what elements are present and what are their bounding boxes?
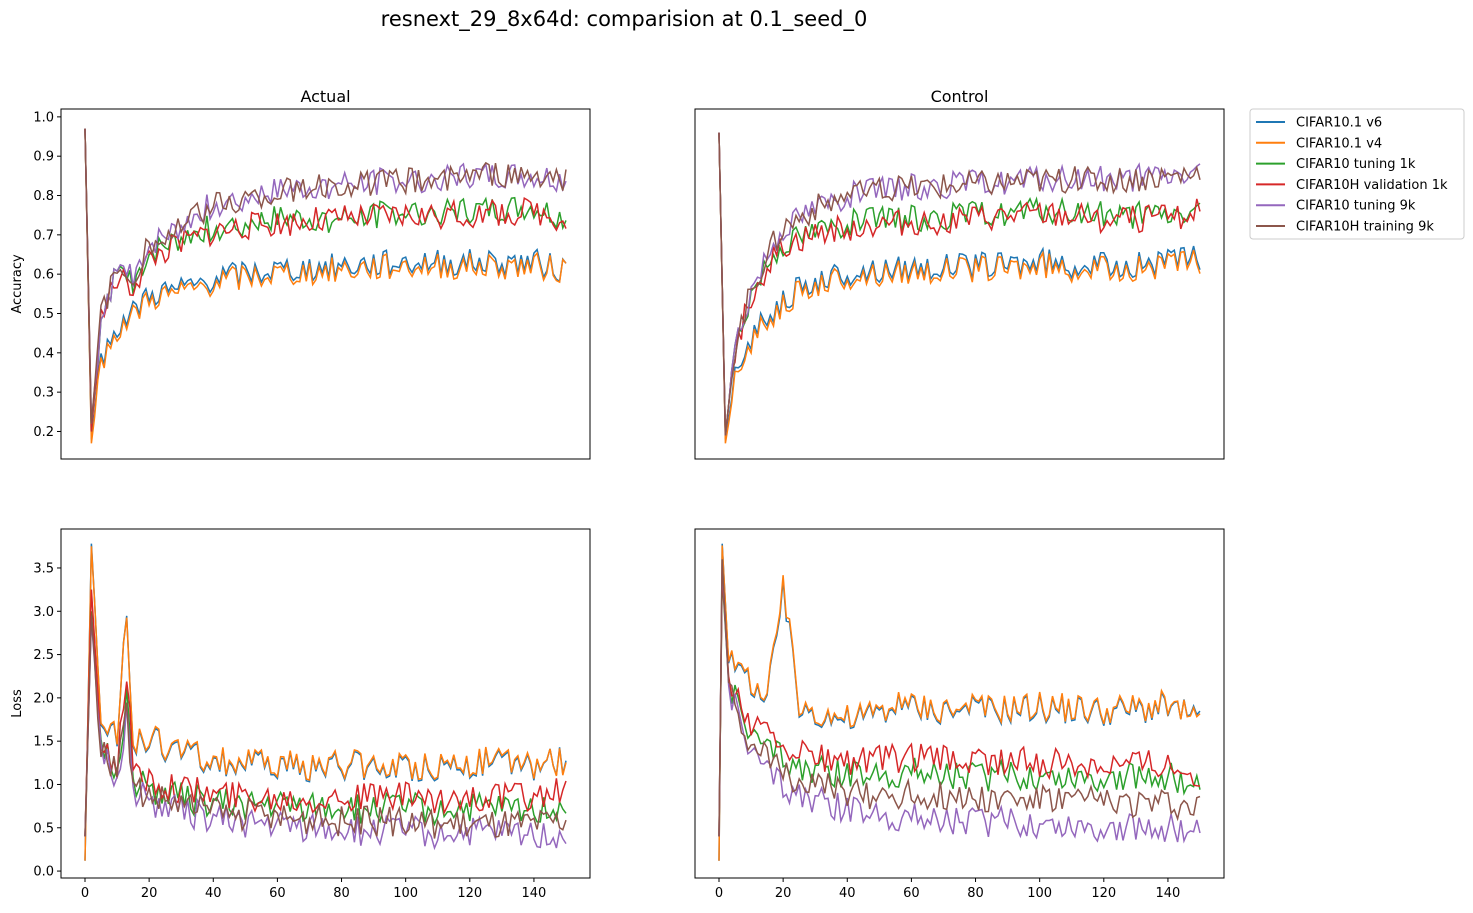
- x-tick-label: 20: [141, 886, 158, 901]
- x-tick-label: 0: [715, 886, 723, 901]
- y-tick-label: 0.4: [33, 346, 54, 361]
- y-tick-label: 0.2: [33, 425, 54, 440]
- y-tick-label: 1.5: [33, 735, 54, 750]
- y-tick-label: 0.6: [33, 268, 54, 283]
- y-tick-label: 0.7: [33, 228, 54, 243]
- series-line-cifar10h-training-9k: [718, 132, 1201, 436]
- series-line-cifar10-1-v6: [718, 543, 1201, 861]
- x-tick-label: 20: [775, 886, 792, 901]
- subplot-loss-control: 0 20 40 60 80 100 120 140: [694, 528, 1225, 901]
- series-line-cifar10h-validation-1k: [84, 589, 567, 837]
- series-line-cifar10-1-v4: [718, 132, 1201, 444]
- legend-items: CIFAR10.1 v6 CIFAR10.1 v4 CIFAR10 tuning 1…: [1256, 116, 1448, 235]
- series-line-cifar10h-training-9k: [84, 128, 567, 424]
- y-tick-label: 2.5: [33, 648, 54, 663]
- subplot-title: Control: [931, 87, 989, 106]
- series-line-cifar10-tuning-1k: [718, 132, 1201, 436]
- x-tick-label: 60: [903, 886, 920, 901]
- legend: CIFAR10.1 v6 CIFAR10.1 v4 CIFAR10 tuning 1…: [1249, 108, 1465, 240]
- y-tick-label: 0.5: [33, 307, 54, 322]
- y-tick-label: 1.0: [33, 778, 54, 793]
- subplot-title: Actual: [300, 87, 350, 106]
- y-axis-label: Loss: [10, 689, 25, 718]
- series-line-cifar10-1-v6: [718, 132, 1201, 440]
- x-tick-label: 120: [457, 886, 482, 901]
- x-tick-label: 40: [839, 886, 856, 901]
- legend-label: CIFAR10.1 v4: [1296, 136, 1382, 151]
- subplot-acc-control: Control: [694, 87, 1225, 460]
- x-tick-label: 140: [522, 886, 547, 901]
- x-tick-label: 140: [1156, 886, 1181, 901]
- series-line-cifar10-1-v4: [718, 545, 1201, 861]
- series-line-cifar10-tuning-9k: [84, 128, 567, 424]
- y-tick-label: 3.5: [33, 561, 54, 576]
- plot-frame: [694, 528, 1225, 879]
- y-tick-label: 0.5: [33, 821, 54, 836]
- x-tick-label: 100: [393, 886, 418, 901]
- y-tick-label: 0.9: [33, 150, 54, 165]
- legend-frame: [1249, 108, 1465, 240]
- series-line-cifar10-tuning-9k: [718, 563, 1201, 844]
- y-tick-label: 0.3: [33, 386, 54, 401]
- x-tick-label: 80: [333, 886, 350, 901]
- x-tick-label: 40: [205, 886, 222, 901]
- series-line-cifar10-tuning-9k: [718, 132, 1201, 436]
- series-line-cifar10h-validation-1k: [84, 128, 567, 432]
- legend-label: CIFAR10 tuning 9k: [1296, 199, 1416, 214]
- legend-label: CIFAR10H training 9k: [1296, 220, 1434, 235]
- x-tick-label: 100: [1027, 886, 1052, 901]
- series-line-cifar10-1-v4: [84, 546, 567, 861]
- y-tick-label: 1.0: [33, 110, 54, 125]
- x-tick-label: 0: [81, 886, 89, 901]
- y-tick-label: 2.0: [33, 691, 54, 706]
- chart-title: resnext_29_8x64d: comparision at 0.1_see…: [381, 7, 868, 32]
- plot-frame: [60, 108, 591, 460]
- legend-label: CIFAR10 tuning 1k: [1296, 157, 1416, 172]
- y-tick-label: 3.0: [33, 605, 54, 620]
- x-tick-label: 80: [967, 886, 984, 901]
- y-axis-label: Accuracy: [10, 254, 25, 314]
- axes-layer: Actual Accuracy 0.2 0.3 0.4 0.5 0.6 0.7 0.8 0.9 1.…: [10, 87, 1225, 901]
- series-line-cifar10h-training-9k: [84, 615, 567, 839]
- x-tick-label: 60: [269, 886, 286, 901]
- series-line-cifar10h-training-9k: [718, 559, 1201, 837]
- legend-label: CIFAR10.1 v6: [1296, 116, 1382, 131]
- subplot-acc-actual: Actual Accuracy 0.2 0.3 0.4 0.5 0.6 0.7 0.8 0.9 1.…: [10, 87, 591, 460]
- y-tick-label: 0.0: [33, 865, 54, 880]
- series-line-cifar10-tuning-1k: [718, 576, 1201, 837]
- plot-frame: [694, 108, 1225, 460]
- x-tick-label: 120: [1091, 886, 1116, 901]
- plot-frame: [60, 528, 591, 879]
- series-line-cifar10h-validation-1k: [718, 572, 1201, 837]
- subplot-loss-actual: Loss 0.0 0.5 1.0 1.5 2.0 2.5 3.0 3.5 0 20 40 60 80 100…: [10, 528, 591, 901]
- series-line-cifar10h-validation-1k: [718, 132, 1201, 436]
- legend-label: CIFAR10H validation 1k: [1296, 178, 1448, 193]
- y-tick-label: 0.8: [33, 189, 54, 204]
- series-line-cifar10-1-v4: [84, 128, 567, 444]
